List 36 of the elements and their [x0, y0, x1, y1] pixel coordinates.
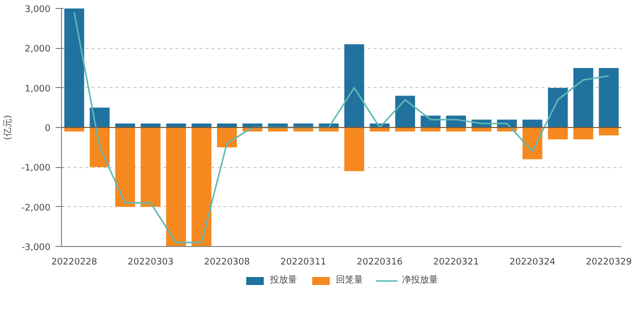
bar: [344, 44, 364, 128]
legend-label: 回笼量: [336, 274, 363, 286]
bar: [217, 128, 237, 148]
bar: [598, 68, 619, 128]
y-axis-title: (亿元): [2, 114, 14, 140]
y-tick-label: 1,000: [24, 84, 51, 94]
y-tick-label: 0: [44, 124, 51, 134]
legend-label: 净投放量: [402, 274, 438, 286]
bar: [548, 128, 568, 140]
bar: [192, 128, 212, 246]
bar: [344, 128, 364, 172]
x-tick-label: 20220228: [51, 258, 98, 268]
y-tick-label: 2,000: [24, 44, 51, 55]
y-tick-label: -1,000: [21, 164, 51, 174]
x-tick-label: 20220329: [586, 258, 632, 268]
bar: [395, 96, 416, 128]
y-tick-label: 3,000: [24, 5, 51, 15]
legend-label: 投放量: [270, 274, 297, 286]
bar: [64, 8, 84, 128]
bar: [573, 128, 594, 140]
x-tick-label: 20220324: [510, 258, 556, 268]
y-tick-label: -3,000: [21, 243, 51, 253]
bar: [598, 128, 619, 136]
bar: [115, 128, 136, 207]
bar: [166, 128, 186, 246]
x-tick-label: 20220303: [128, 258, 174, 268]
bar: [573, 68, 594, 128]
x-tick-label: 20220321: [433, 258, 479, 268]
bar: [548, 88, 568, 128]
bar: [140, 128, 161, 207]
y-tick-label: -2,000: [21, 203, 51, 214]
x-tick-label: 20220308: [204, 258, 250, 268]
x-tick-label: 20220316: [356, 258, 403, 268]
x-tick-label: 20220311: [280, 258, 326, 268]
line-series: [73, 12, 610, 244]
bar: [522, 120, 542, 128]
